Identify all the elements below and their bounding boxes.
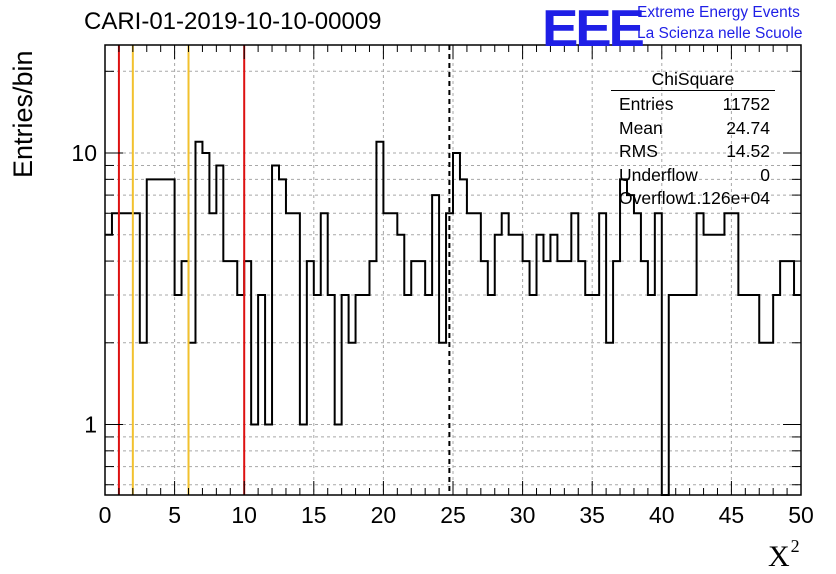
stats-key: Mean	[619, 117, 663, 138]
x-tick-label: 20	[371, 502, 397, 528]
stats-row-mean: Mean 24.74	[611, 117, 775, 141]
stats-value: 24.74	[726, 117, 770, 138]
stats-row-underflow: Underflow 0	[611, 164, 775, 188]
stats-row-entries: Entries 11752	[611, 93, 775, 117]
x-tick-label: 15	[301, 502, 327, 528]
x-tick-label: 30	[510, 502, 536, 528]
y-tick-label: 1	[84, 412, 97, 438]
stats-box-title: ChiSquare	[611, 68, 775, 91]
chart-title: CARI-01-2019-10-10-00009	[84, 8, 382, 35]
x-tick-label: 45	[719, 502, 745, 528]
y-axis-label: Entries/bin	[8, 50, 38, 178]
x-tick-label: 5	[168, 502, 181, 528]
x-axis-label-base: X	[768, 540, 790, 573]
x-tick-label: 25	[440, 502, 466, 528]
stats-value: 11752	[722, 94, 770, 114]
stats-key: Overflow	[619, 188, 689, 208]
x-tick-label: 50	[788, 502, 814, 528]
logo-line-1: Extreme Energy Events	[637, 4, 800, 21]
stats-key: Underflow	[619, 164, 698, 185]
stats-key: Entries	[619, 94, 674, 114]
stats-value: 0	[760, 164, 770, 185]
logo-line-2: La Scienza nelle Scuole	[637, 25, 803, 42]
y-tick-label: 10	[71, 140, 97, 166]
eee-logo: EEE	[542, 0, 645, 58]
stats-row-rms: RMS 14.52	[611, 140, 775, 164]
stats-box: ChiSquare Entries 11752 Mean 24.74 RMS 14.5…	[611, 68, 775, 211]
stats-value: 1.126e+04	[686, 188, 770, 208]
stats-key: RMS	[619, 141, 658, 161]
x-axis-label: X2	[768, 536, 800, 574]
x-tick-label: 35	[579, 502, 605, 528]
stats-value: 14.52	[726, 141, 770, 161]
x-tick-label: 0	[99, 502, 112, 528]
x-axis-label-superscript: 2	[790, 536, 800, 556]
x-tick-label: 40	[649, 502, 675, 528]
x-tick-label: 10	[231, 502, 257, 528]
stats-row-overflow: Overflow 1.126e+04	[611, 187, 775, 211]
